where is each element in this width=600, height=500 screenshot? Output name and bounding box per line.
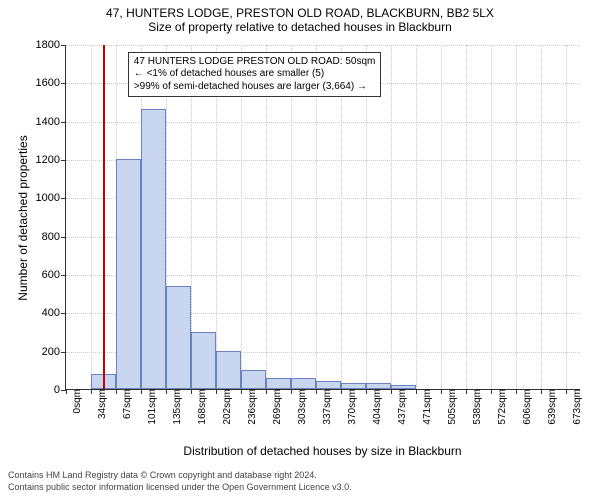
histogram-bar — [241, 370, 266, 389]
reference-line — [103, 45, 105, 389]
xtick-label: 437sqm — [391, 389, 408, 425]
xtick-label: 303sqm — [291, 389, 308, 425]
histogram-bar — [141, 109, 166, 389]
histogram-bar — [266, 378, 291, 390]
histogram-bar — [316, 381, 341, 389]
xtick-label: 370sqm — [341, 389, 358, 425]
attribution-line1: Contains HM Land Registry data © Crown c… — [8, 470, 317, 480]
grid-line-v — [491, 45, 492, 389]
ytick-label: 1400 — [36, 116, 66, 128]
ytick-label: 1800 — [36, 39, 66, 51]
ytick-label: 0 — [54, 384, 66, 396]
annotation-line: >99% of semi-detached houses are larger … — [134, 81, 376, 94]
ytick-label: 200 — [42, 346, 66, 358]
grid-line-v — [516, 45, 517, 389]
grid-line-h — [66, 45, 580, 46]
grid-line-v — [541, 45, 542, 389]
ytick-label: 600 — [42, 269, 66, 281]
x-axis-title: Distribution of detached houses by size … — [183, 444, 461, 458]
annotation-line: 47 HUNTERS LODGE PRESTON OLD ROAD: 50sqm — [134, 56, 376, 69]
xtick-label: 673sqm — [566, 389, 583, 425]
histogram-bar — [216, 351, 241, 389]
histogram-bar — [341, 383, 366, 389]
xtick-label: 606sqm — [516, 389, 533, 425]
annotation-box: 47 HUNTERS LODGE PRESTON OLD ROAD: 50sqm… — [128, 52, 382, 98]
xtick-label: 236sqm — [241, 389, 258, 425]
histogram-bar — [291, 378, 316, 390]
chart-subtitle: Size of property relative to detached ho… — [0, 20, 600, 38]
ytick-label: 1000 — [36, 192, 66, 204]
attribution-line2: Contains public sector information licen… — [8, 482, 352, 492]
chart-title: 47, HUNTERS LODGE, PRESTON OLD ROAD, BLA… — [0, 0, 600, 20]
xtick-label: 572sqm — [491, 389, 508, 425]
plot-area: 0200400600800100012001400160018000sqm34s… — [65, 45, 580, 390]
xtick-label: 202sqm — [216, 389, 233, 425]
histogram-bar — [191, 332, 216, 390]
attribution-text: Contains HM Land Registry data © Crown c… — [0, 470, 600, 493]
xtick-label: 337sqm — [316, 389, 333, 425]
xtick-label: 34sqm — [91, 389, 108, 419]
xtick-label: 269sqm — [266, 389, 283, 425]
grid-line-v — [91, 45, 92, 389]
ytick-label: 1600 — [36, 77, 66, 89]
grid-line-v — [391, 45, 392, 389]
grid-line-v — [466, 45, 467, 389]
xtick-label: 67sqm — [116, 389, 133, 419]
xtick-label: 538sqm — [466, 389, 483, 425]
xtick-label: 505sqm — [441, 389, 458, 425]
ytick-label: 1200 — [36, 154, 66, 166]
histogram-bar — [366, 383, 391, 389]
grid-line-v — [441, 45, 442, 389]
histogram-bar — [166, 286, 191, 390]
histogram-bar — [116, 159, 141, 389]
xtick-label: 471sqm — [416, 389, 433, 425]
annotation-line: ← <1% of detached houses are smaller (5) — [134, 68, 376, 81]
chart-container: 47, HUNTERS LODGE, PRESTON OLD ROAD, BLA… — [0, 0, 600, 500]
grid-line-v — [566, 45, 567, 389]
grid-line-v — [416, 45, 417, 389]
xtick-label: 101sqm — [141, 389, 158, 425]
xtick-label: 0sqm — [66, 389, 83, 413]
ytick-label: 400 — [42, 307, 66, 319]
y-axis-title: Number of detached properties — [16, 135, 30, 300]
xtick-label: 168sqm — [191, 389, 208, 425]
xtick-label: 639sqm — [541, 389, 558, 425]
histogram-bar — [391, 385, 416, 389]
xtick-label: 135sqm — [166, 389, 183, 425]
ytick-label: 800 — [42, 231, 66, 243]
xtick-label: 404sqm — [366, 389, 383, 425]
